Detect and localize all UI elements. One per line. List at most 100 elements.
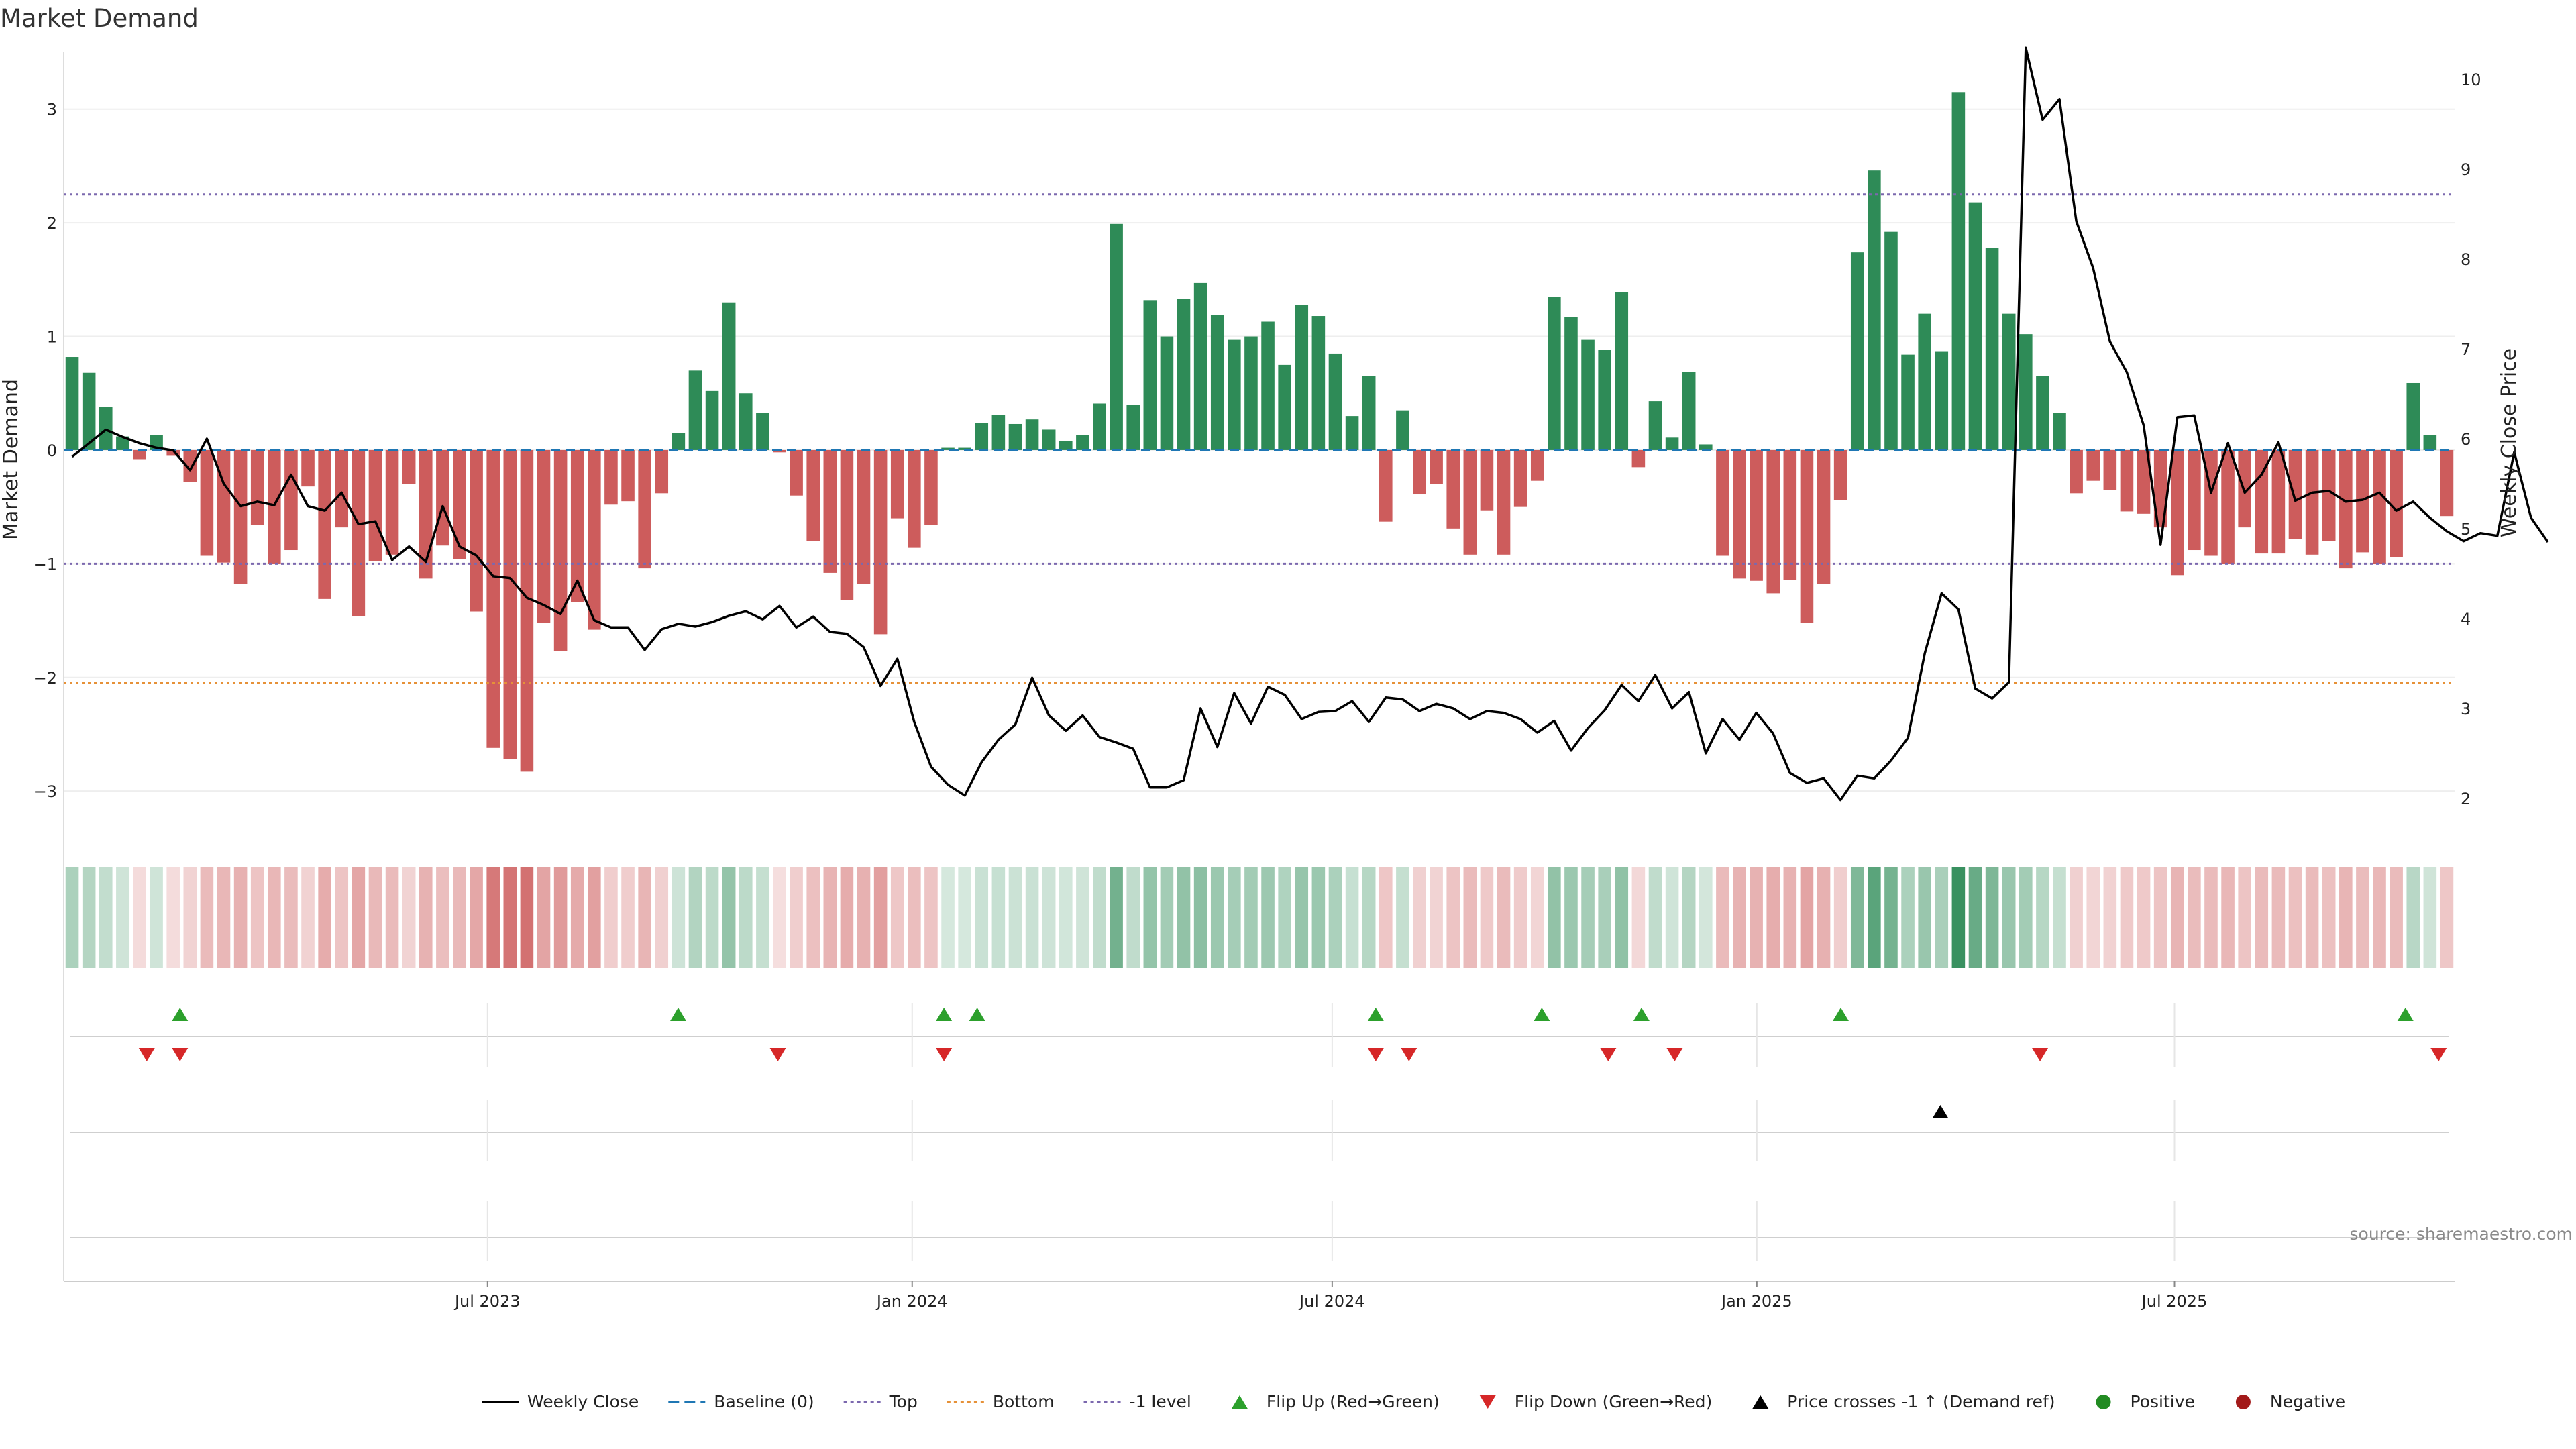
flip-down-marker [2430, 1048, 2447, 1061]
heat-cell [958, 867, 971, 968]
heat-cell [1480, 867, 1494, 968]
demand-bar [2423, 435, 2437, 450]
heat-cell [588, 867, 601, 968]
heat-cell [672, 867, 686, 968]
heat-cell [335, 867, 349, 968]
heat-cell [2288, 867, 2302, 968]
demand-bar [756, 413, 769, 450]
demand-bar [553, 449, 568, 651]
heat-cell [1918, 867, 1931, 968]
heat-cell [2423, 867, 2437, 968]
legend-swatch [1479, 1395, 1496, 1409]
demand-bar [1817, 449, 1831, 584]
heat-cell [823, 867, 837, 968]
heat-cell [233, 867, 248, 968]
flip-up-marker [172, 1008, 189, 1021]
legend-item: -1 level [1083, 1392, 1191, 1411]
heat-cell [1615, 867, 1629, 968]
y2-tick-label: 3 [2461, 700, 2471, 718]
heat-cell [2339, 867, 2353, 968]
heat-cell [991, 867, 1006, 968]
flip-down-marker [1600, 1048, 1617, 1061]
y-tick-label: −1 [34, 555, 57, 574]
heat-cell [301, 867, 315, 968]
x-tick-label: Jul 2023 [453, 1292, 521, 1311]
demand-bar [1935, 351, 1949, 450]
demand-bar [1210, 315, 1224, 450]
legend-label: Top [889, 1392, 918, 1411]
legend-label: Weekly Close [527, 1392, 639, 1411]
heat-cell [2373, 867, 2386, 968]
heat-cell [402, 867, 416, 968]
demand-bar [65, 357, 79, 450]
legend-label: -1 level [1130, 1392, 1191, 1411]
heat-cell [2406, 867, 2420, 968]
heat-cell [806, 867, 820, 968]
demand-bar [1918, 313, 1931, 450]
demand-bar [2137, 449, 2151, 514]
flip-down-marker [138, 1048, 155, 1061]
flip-down-marker [1666, 1048, 1683, 1061]
heat-cell [1076, 867, 1089, 968]
demand-bar [116, 436, 129, 450]
heat-cell [2188, 867, 2201, 968]
demand-bar [1766, 449, 1780, 594]
heat-cell [1968, 867, 1982, 968]
demand-bar [2271, 449, 2286, 554]
heat-cell [486, 867, 500, 968]
flip-up-marker [1832, 1008, 1849, 1021]
demand-bar [1008, 423, 1022, 450]
demand-bar [1884, 231, 1898, 450]
y2-tick-label: 4 [2461, 610, 2471, 629]
demand-bar [655, 449, 669, 494]
signal-panels [70, 1003, 2449, 1261]
heat-cell [908, 867, 921, 968]
heat-cell [2305, 867, 2319, 968]
heat-cell [1951, 867, 1966, 968]
y2-tick-label: 5 [2461, 520, 2471, 539]
heat-cell [1750, 867, 1763, 968]
heat-cell [1783, 867, 1797, 968]
heat-cell [2322, 867, 2336, 968]
heat-cell [1025, 867, 1039, 968]
heat-cell [1868, 867, 1881, 968]
heat-cell [503, 867, 517, 968]
x-axis: Jul 2023 Jan 2024 Jul 2024 Jan 2025 Jul 2025 [64, 1281, 2455, 1311]
heat-cell [2070, 867, 2083, 968]
demand-bar [823, 449, 837, 573]
demand-bar [908, 449, 921, 548]
heat-cell [1193, 867, 1208, 968]
demand-bar [638, 449, 651, 569]
heat-cell [638, 867, 651, 968]
demand-bar [790, 449, 803, 496]
heat-cell [924, 867, 938, 968]
demand-bar [2305, 449, 2319, 555]
y2-tick-label: 2 [2461, 790, 2471, 808]
demand-bar [233, 449, 248, 584]
demand-heat-strip [65, 867, 2454, 968]
demand-bar [1396, 410, 1409, 450]
demand-bar [2036, 376, 2049, 450]
x-tick-label: Jan 2025 [1720, 1292, 1792, 1311]
heat-cell [2002, 867, 2016, 968]
legend-item: Bottom [947, 1392, 1055, 1411]
heat-cell [65, 867, 79, 968]
demand-bar [250, 449, 264, 525]
heat-cell [1833, 867, 1847, 968]
legend-item: Flip Down (Green→Red) [1479, 1392, 1712, 1411]
demand-bar [99, 407, 113, 450]
demand-bar [1699, 444, 1713, 450]
heat-cell [133, 867, 146, 968]
demand-bar [570, 449, 584, 602]
demand-bar [705, 390, 719, 450]
heat-cell [722, 867, 736, 968]
demand-bar [2288, 449, 2302, 539]
heat-cell [150, 867, 163, 968]
legend-item: Weekly Close [482, 1392, 639, 1411]
demand-bar [2153, 449, 2167, 528]
heat-cell [318, 867, 331, 968]
y-tick-label: −3 [34, 782, 57, 801]
demand-bar [1480, 449, 1494, 511]
heat-cell [82, 867, 96, 968]
